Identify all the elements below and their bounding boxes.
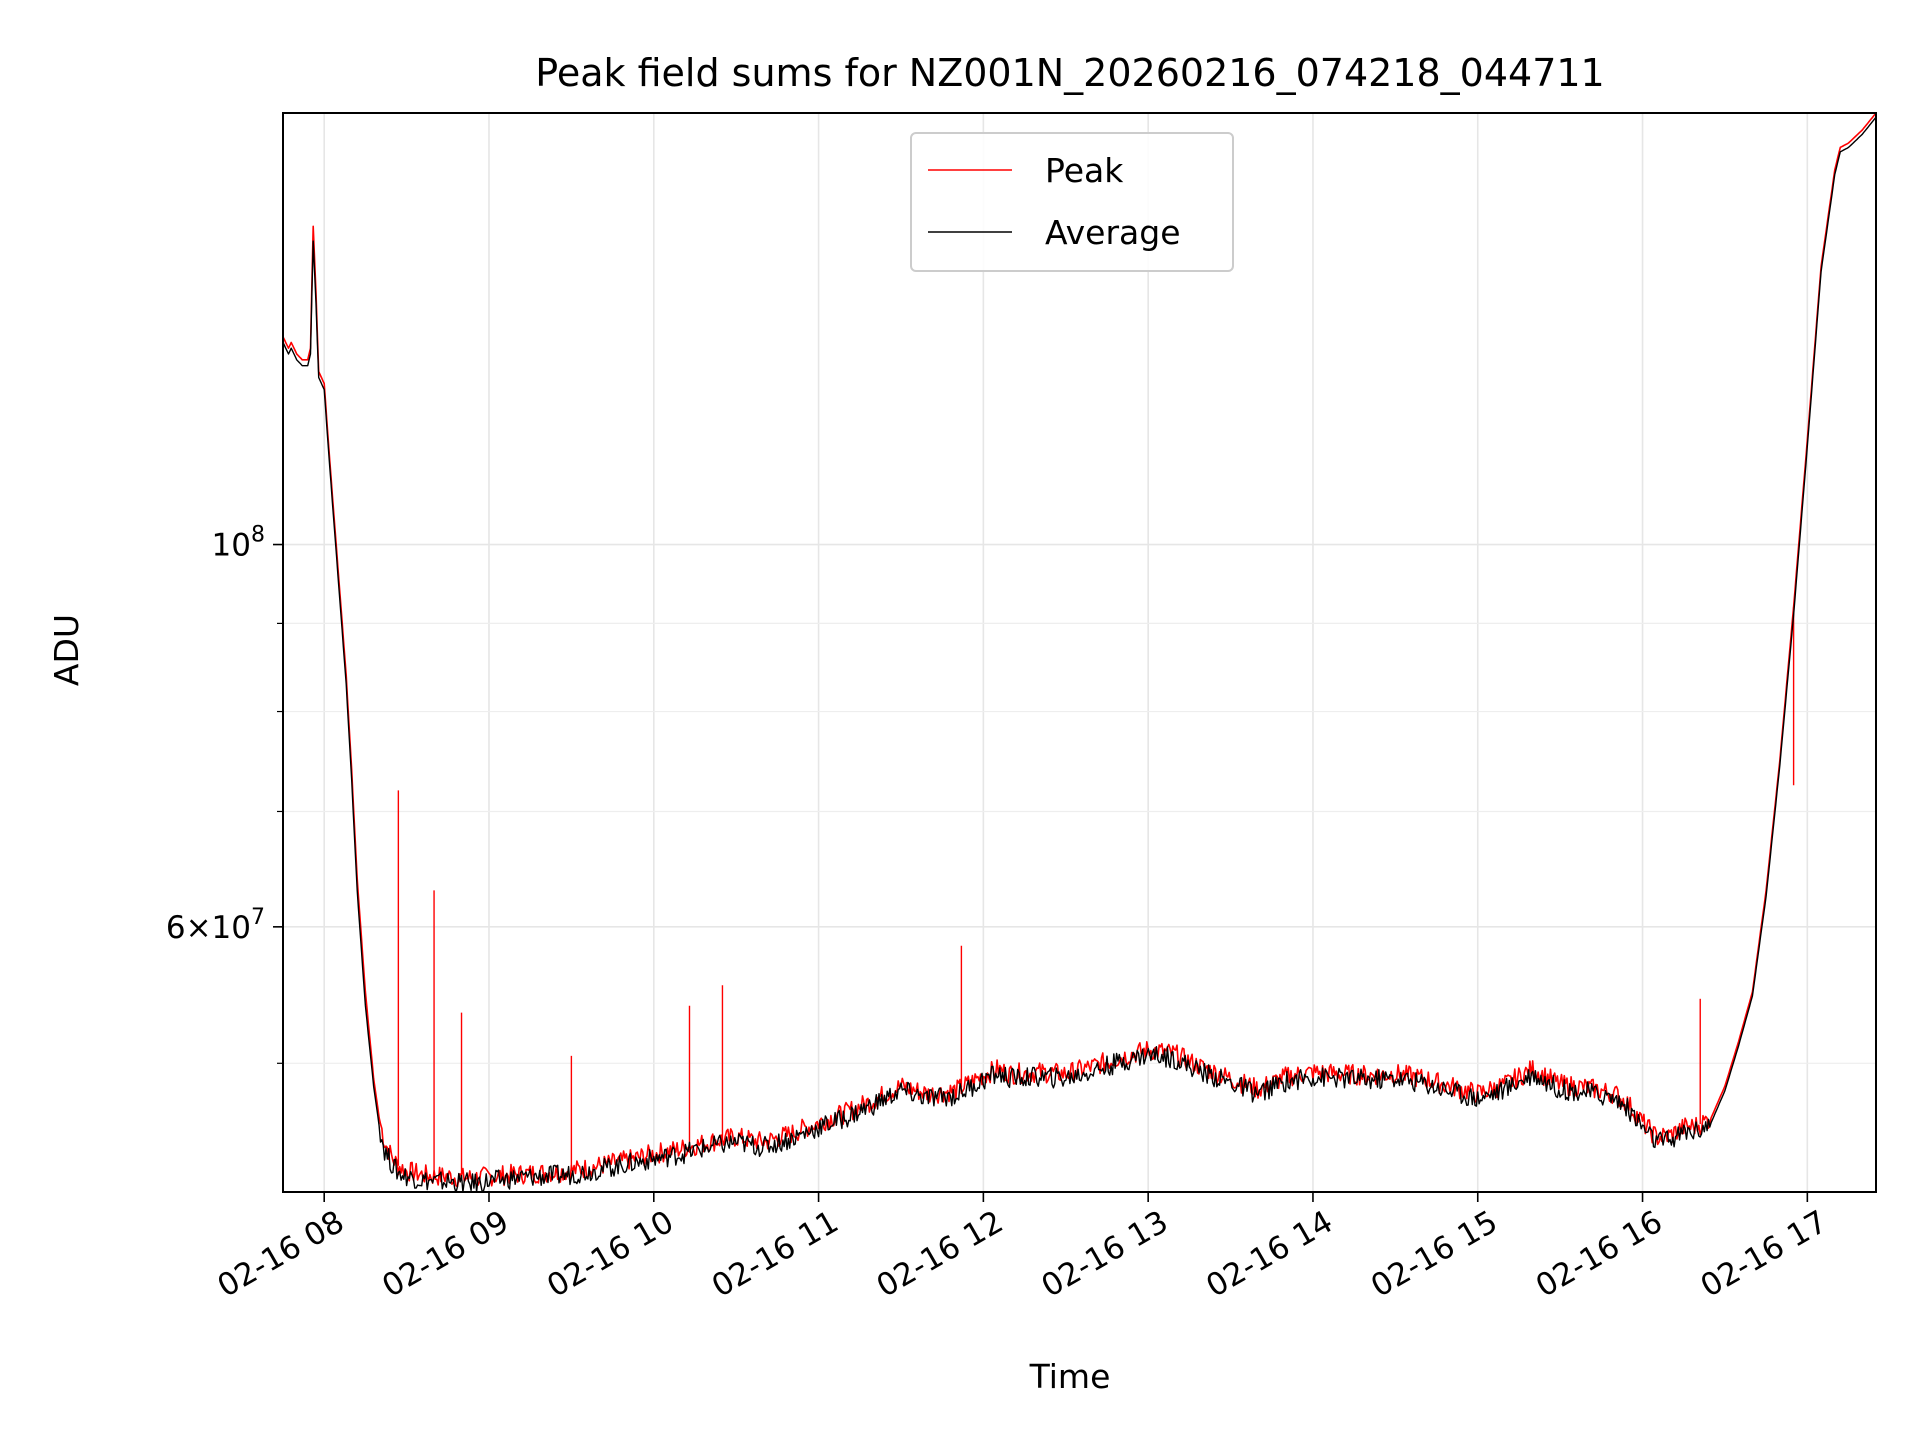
y-tick-times: × xyxy=(186,910,212,946)
series-line-average xyxy=(283,116,1876,1192)
chart-title: Peak field sums for NZ001N_20260216_0742… xyxy=(535,51,1604,95)
x-axis-label: Time xyxy=(1029,1357,1111,1396)
y-tick-label: 108 xyxy=(212,523,265,564)
y-tick-exponent: 7 xyxy=(251,905,265,930)
y-tick-base: 10 xyxy=(212,528,251,564)
y-axis-label: ADU xyxy=(47,614,86,686)
plot-frame xyxy=(282,112,1877,1193)
y-tick-mantissa: 6 xyxy=(166,910,186,946)
grid xyxy=(283,113,1876,1192)
y-tick-exponent: 8 xyxy=(251,523,265,548)
legend: Peak Average xyxy=(910,132,1234,272)
legend-box xyxy=(910,132,1234,272)
series-layer xyxy=(283,113,1876,1192)
legend-peak-label: Peak xyxy=(1045,151,1124,190)
y-tick-label: 6×107 xyxy=(166,905,265,946)
y-tick-base: 10 xyxy=(212,910,251,946)
legend-average-label: Average xyxy=(1045,213,1181,252)
